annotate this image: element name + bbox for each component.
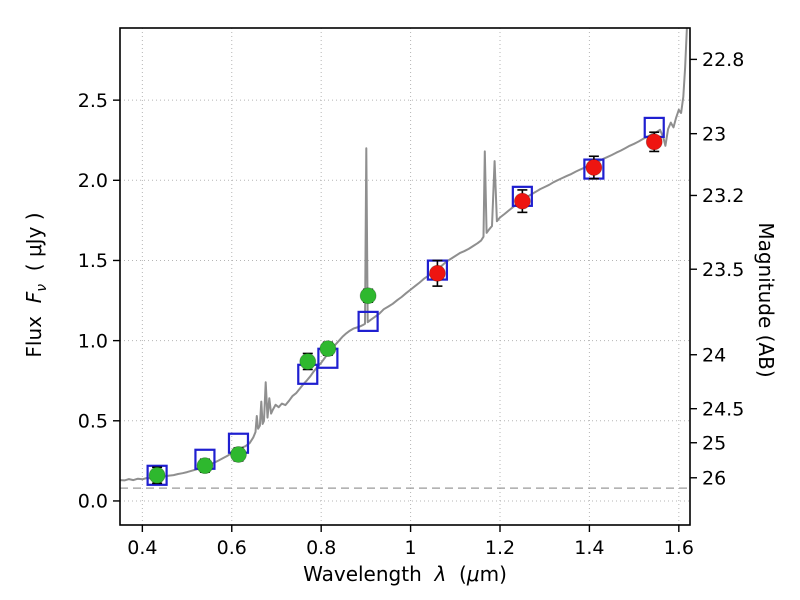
- svg-text:0.0: 0.0: [78, 491, 108, 513]
- mu-symbol: μ: [466, 562, 480, 586]
- svg-text:2.0: 2.0: [78, 170, 108, 192]
- svg-text:24.5: 24.5: [702, 398, 744, 420]
- svg-text:25: 25: [702, 432, 726, 454]
- svg-text:0.5: 0.5: [78, 410, 108, 432]
- svg-text:0.4: 0.4: [127, 537, 157, 559]
- x-axis-title-text: Wavelength: [303, 562, 422, 586]
- nu-subscript: ν: [34, 283, 50, 292]
- x-axis-unit-close: m): [479, 562, 507, 586]
- svg-text:23: 23: [702, 123, 726, 145]
- lambda-symbol: λ: [434, 562, 447, 586]
- svg-text:2.5: 2.5: [78, 90, 108, 112]
- svg-text:23.5: 23.5: [702, 259, 744, 281]
- svg-text:1.4: 1.4: [574, 537, 604, 559]
- y-axis-unit: ( μJy ): [22, 212, 46, 272]
- y-axis-title: Flux Fν ( μJy ): [22, 212, 50, 357]
- svg-text:1: 1: [405, 537, 417, 559]
- svg-text:1.5: 1.5: [78, 250, 108, 272]
- y2-axis-title: Magnitude (AB): [754, 222, 778, 378]
- svg-text:23.2: 23.2: [702, 185, 744, 207]
- x-axis-title: Wavelength λ (μm): [303, 562, 507, 586]
- flux-symbol: F: [22, 291, 46, 304]
- svg-text:24: 24: [702, 344, 726, 366]
- svg-text:0.6: 0.6: [217, 537, 247, 559]
- svg-text:0.8: 0.8: [306, 537, 336, 559]
- svg-text:22.8: 22.8: [702, 49, 744, 71]
- svg-text:1.6: 1.6: [664, 537, 694, 559]
- svg-text:1.2: 1.2: [485, 537, 515, 559]
- svg-text:26: 26: [702, 467, 726, 489]
- svg-text:1.0: 1.0: [78, 330, 108, 352]
- y-axis-title-text: Flux: [22, 315, 46, 358]
- x-axis-unit-open: (: [459, 562, 467, 586]
